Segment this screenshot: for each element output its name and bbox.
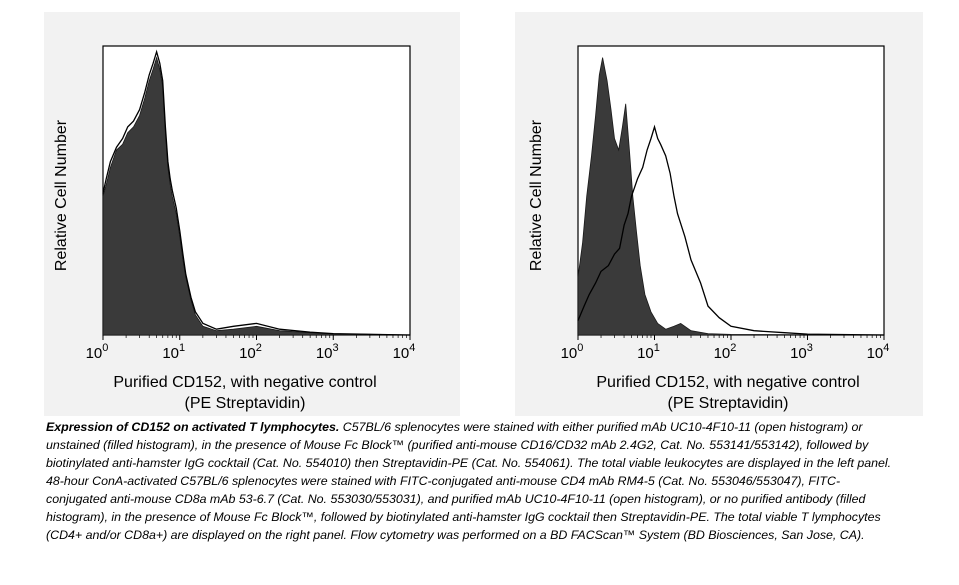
right-x-tick-label: 104: [867, 342, 890, 362]
figure-caption: Expression of CD152 on activated T lymph…: [46, 418, 896, 544]
right-x-tick-label: 102: [714, 342, 737, 362]
left-x-axis-label-line2: (PE Streptavidin): [184, 395, 306, 412]
caption-body: C57BL/6 splenocytes were stained with ei…: [46, 420, 892, 542]
left-x-tick-label: 100: [86, 342, 109, 362]
right-x-tick-label: 103: [790, 342, 813, 362]
left-filled-histogram: [102, 56, 411, 336]
right-filled-histogram: [577, 57, 885, 336]
right-x-tick-label: 101: [637, 342, 660, 362]
left-x-tick-label: 104: [393, 342, 416, 362]
left-x-tick-label: 102: [239, 342, 262, 362]
right-histogram-chart: 100 101 102 103 104 Relative Cell Number: [528, 45, 890, 362]
left-x-axis-label-line1: Purified CD152, with negative control: [113, 374, 377, 391]
right-y-axis-label: Relative Cell Number: [528, 119, 545, 271]
right-x-axis-label-line2: (PE Streptavidin): [667, 395, 789, 412]
left-x-tick-label: 101: [162, 342, 185, 362]
right-x-axis-label-line1: Purified CD152, with negative control: [596, 374, 860, 391]
left-histogram-chart: 100 101 102 103 104 Relative Cell Number: [53, 45, 416, 362]
right-open-histogram: [577, 124, 885, 336]
caption-title: Expression of CD152 on activated T lymph…: [46, 420, 340, 434]
left-x-axis-label: Purified CD152, with negative control (P…: [70, 372, 420, 414]
right-x-axis-label: Purified CD152, with negative control (P…: [553, 372, 903, 414]
left-open-histogram: [102, 49, 411, 336]
right-x-tick-label: 100: [561, 342, 584, 362]
left-y-axis-label: Relative Cell Number: [53, 119, 70, 271]
left-x-tick-label: 103: [316, 342, 339, 362]
